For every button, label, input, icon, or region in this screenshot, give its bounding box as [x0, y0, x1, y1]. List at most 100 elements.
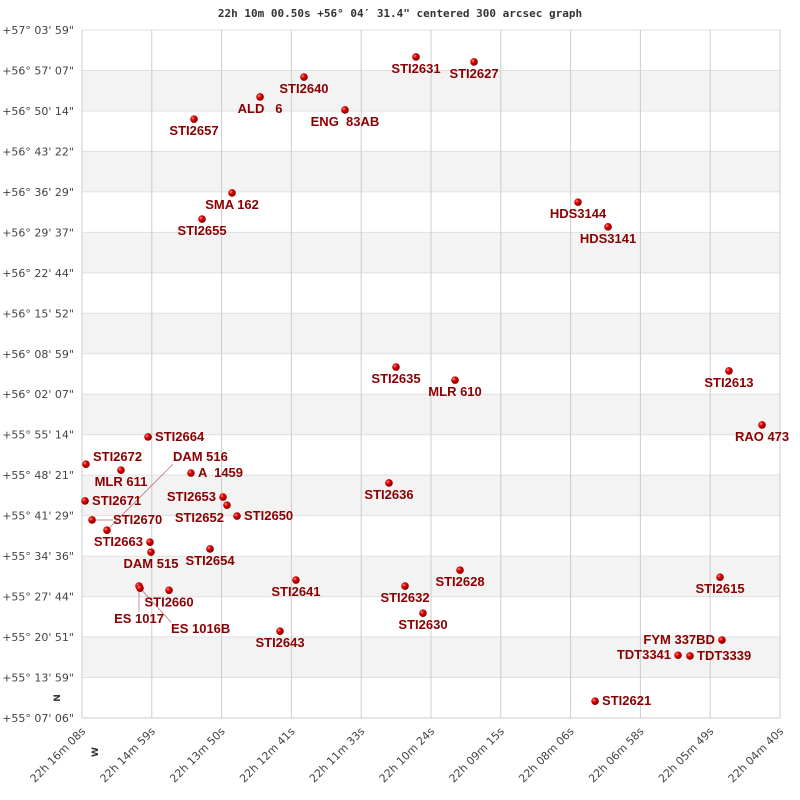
star-dot[interactable] [300, 73, 308, 81]
star-marker[interactable]: STI2663 [94, 534, 154, 549]
star-marker[interactable]: STI2640 [279, 73, 329, 96]
star-dot[interactable] [758, 421, 766, 429]
star-marker[interactable]: DAM 516 [103, 449, 228, 535]
star-dot[interactable] [674, 651, 682, 660]
star-dot[interactable] [456, 566, 464, 574]
y-tick-label: +55° 48' 21" [2, 469, 74, 482]
star-marker[interactable]: STI2621 [591, 693, 651, 708]
star-dot[interactable] [392, 363, 400, 371]
y-tick-label: +56° 36' 29" [2, 186, 74, 199]
star-label: DAM 516 [173, 449, 228, 464]
x-tick-label: 22h 04m 40s [726, 725, 787, 786]
star-dot[interactable] [412, 53, 420, 61]
y-tick-label: +55° 07' 06" [2, 712, 74, 725]
star-dot[interactable] [136, 584, 144, 592]
star-marker[interactable]: ES 1016B [136, 584, 230, 636]
star-dot[interactable] [686, 652, 694, 660]
star-marker[interactable]: STI2636 [364, 479, 414, 502]
star-label: STI2635 [371, 371, 420, 386]
y-tick-label: +56° 02' 07" [2, 388, 74, 401]
star-marker[interactable]: ENG 83AB [311, 106, 380, 129]
star-marker[interactable]: STI2664 [144, 429, 205, 444]
star-marker[interactable]: STI2672 [82, 449, 142, 468]
star-marker[interactable]: A 1459 [187, 465, 243, 480]
star-marker[interactable]: STI2630 [398, 609, 448, 632]
star-marker[interactable]: STI2641 [271, 576, 321, 599]
star-dot[interactable] [146, 538, 154, 547]
star-label: ENG 83AB [311, 114, 380, 129]
star-dot[interactable] [716, 573, 724, 581]
star-marker[interactable]: STI2671 [81, 493, 141, 508]
star-dot[interactable] [206, 545, 214, 553]
star-marker[interactable]: TDT3339 [686, 648, 751, 663]
star-dot[interactable] [147, 548, 155, 556]
star-dot[interactable] [256, 93, 264, 101]
x-tick-label: 22h 09m 15s [447, 725, 508, 786]
star-marker[interactable]: STI2628 [435, 566, 485, 589]
star-dot[interactable] [591, 697, 599, 705]
star-label: HDS3144 [550, 206, 607, 221]
star-marker[interactable]: HDS3144 [550, 198, 607, 221]
star-dot[interactable] [725, 367, 733, 375]
star-dot[interactable] [451, 376, 459, 384]
star-dot[interactable] [219, 493, 227, 501]
star-dot[interactable] [165, 586, 173, 595]
star-marker[interactable]: STI2654 [185, 545, 235, 568]
star-marker[interactable]: SMA 162 [205, 189, 259, 212]
star-marker[interactable]: FYM 337BD [643, 632, 726, 647]
star-marker[interactable]: STI2632 [380, 582, 430, 605]
star-dot[interactable] [276, 627, 284, 636]
star-marker[interactable]: STI2660 [144, 586, 194, 609]
star-dot[interactable] [198, 215, 206, 223]
star-marker[interactable]: STI2655 [177, 215, 227, 238]
star-dot[interactable] [470, 58, 478, 66]
y-tick-label: +56° 08' 59" [2, 348, 74, 361]
star-label: TDT3341 [617, 647, 671, 662]
star-marker[interactable]: STI2615 [695, 573, 745, 596]
star-dot[interactable] [718, 636, 726, 644]
star-dot[interactable] [385, 479, 393, 487]
y-tick-label: +56° 22' 44" [2, 267, 74, 280]
star-dot[interactable] [233, 512, 241, 520]
star-label: STI2640 [279, 81, 328, 96]
star-dot[interactable] [103, 526, 111, 535]
star-marker[interactable]: STI2657 [169, 115, 219, 138]
x-tick-label: 22h 05m 49s [656, 725, 717, 786]
star-label: STI2613 [704, 375, 753, 390]
star-marker[interactable]: STI2613 [704, 367, 754, 390]
star-marker[interactable]: MLR 611 [95, 466, 148, 489]
star-dot[interactable] [401, 582, 409, 590]
star-marker[interactable]: HDS3141 [580, 223, 636, 246]
star-marker[interactable]: DAM 515 [124, 548, 179, 571]
star-marker[interactable]: STI2631 [391, 53, 441, 76]
y-tick-label: +55° 27' 44" [2, 591, 74, 604]
star-dot[interactable] [82, 460, 90, 468]
star-dot[interactable] [187, 469, 195, 477]
star-marker[interactable]: STI2643 [255, 627, 305, 650]
star-label: ALD 6 [238, 101, 283, 116]
star-dot[interactable] [574, 198, 582, 206]
star-dot[interactable] [88, 516, 96, 524]
star-marker[interactable]: TDT3341 [617, 647, 682, 662]
star-marker[interactable]: RAO 473 [735, 421, 789, 444]
star-marker[interactable]: STI2650 [233, 508, 293, 523]
star-dot[interactable] [190, 115, 198, 123]
star-label: STI2615 [695, 581, 744, 596]
star-dot[interactable] [341, 106, 349, 114]
star-marker[interactable]: MLR 610 [428, 376, 482, 399]
y-tick-label: +56° 50' 14" [2, 105, 74, 118]
star-dot[interactable] [223, 501, 231, 509]
star-dot[interactable] [144, 433, 152, 441]
star-dot[interactable] [292, 576, 300, 584]
star-marker[interactable]: STI2627 [449, 58, 499, 81]
star-dot[interactable] [604, 223, 612, 231]
star-marker[interactable]: ALD 6 [238, 93, 283, 116]
star-marker[interactable]: STI2635 [371, 363, 421, 386]
star-marker[interactable]: STI2653 [167, 489, 227, 504]
star-dot[interactable] [81, 497, 89, 505]
star-dot[interactable] [228, 189, 236, 197]
star-dot[interactable] [117, 466, 125, 474]
star-marker[interactable]: STI2652 [175, 501, 231, 525]
star-marker[interactable]: STI2670 [88, 512, 162, 527]
star-dot[interactable] [419, 609, 427, 618]
